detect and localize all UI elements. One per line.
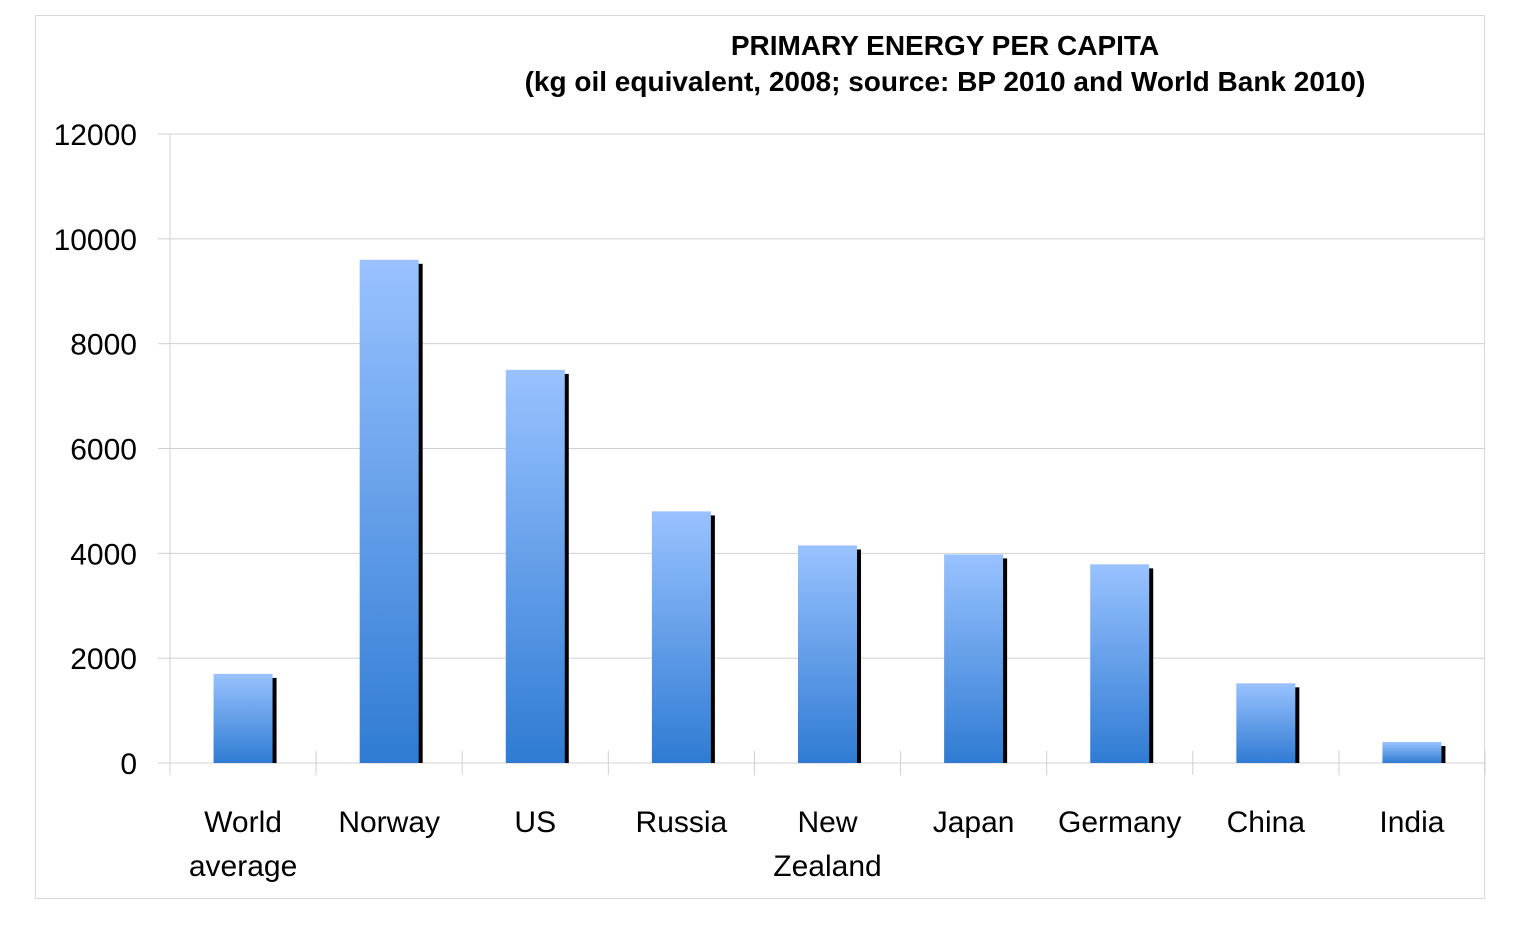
bar xyxy=(359,259,419,763)
x-category-label: World xyxy=(204,806,282,839)
x-category-label: Norway xyxy=(338,806,440,839)
x-category-label: Russia xyxy=(636,806,728,839)
chart-title: PRIMARY ENERGY PER CAPITA (kg oil equiva… xyxy=(470,28,1420,100)
labels: 0 2000 4000 6000 8000 10000 12000 World average N… xyxy=(54,119,1445,883)
x-category-label: Japan xyxy=(933,806,1015,839)
y-tick-label: 12000 xyxy=(54,119,137,152)
bar xyxy=(1382,742,1442,763)
bar xyxy=(213,673,273,763)
bar xyxy=(1236,683,1296,763)
bar xyxy=(505,369,565,763)
x-category-label: China xyxy=(1227,806,1306,839)
x-category-label: New xyxy=(797,806,857,839)
y-tick-label: 8000 xyxy=(70,329,137,362)
bar xyxy=(798,545,857,763)
y-tick-label: 0 xyxy=(120,748,137,781)
y-tick-label: 4000 xyxy=(70,538,137,571)
bar xyxy=(944,554,1004,763)
x-category-label: average xyxy=(189,850,297,883)
bar xyxy=(651,511,711,763)
y-tick-label: 6000 xyxy=(70,434,137,467)
bars xyxy=(213,259,1446,763)
x-category-label: India xyxy=(1379,806,1444,839)
x-category-label: US xyxy=(514,806,556,839)
x-category-label: Zealand xyxy=(773,850,881,883)
chart-title-main: PRIMARY ENERGY PER CAPITA xyxy=(730,30,1160,61)
y-tick-label: 10000 xyxy=(54,224,137,257)
y-tick-label: 2000 xyxy=(70,643,137,676)
x-category-label: Germany xyxy=(1058,806,1181,839)
chart-subtitle: (kg oil equivalent, 2008; source: BP 201… xyxy=(524,66,1366,97)
bar xyxy=(1090,564,1150,763)
